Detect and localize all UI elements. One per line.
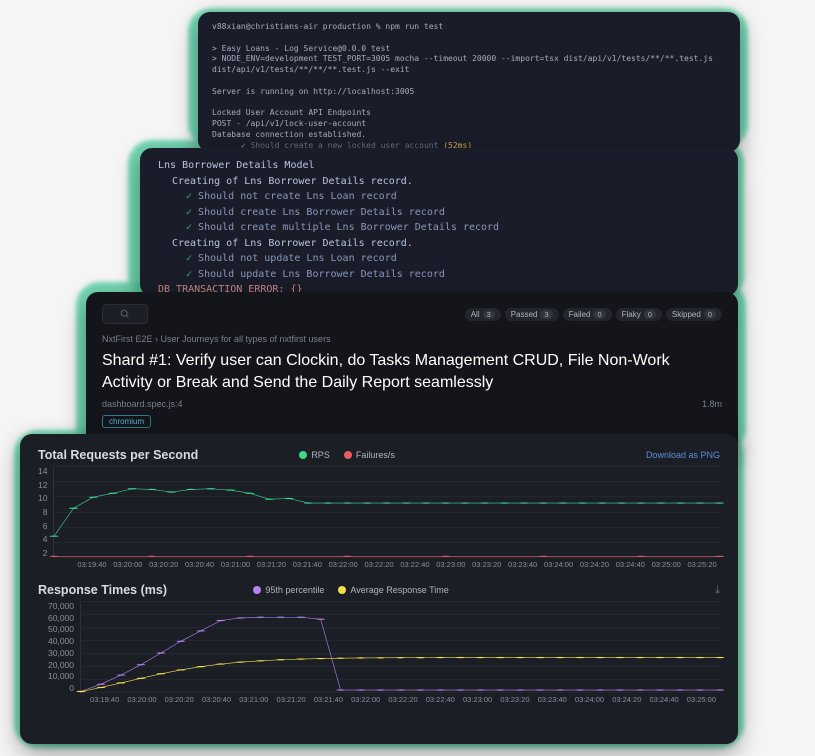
chart-legend: RPS Failures/s (299, 450, 395, 460)
chart-title: Response Times (ms) (38, 583, 167, 597)
x-axis: 03:19:4003:20:0003:20:2003:20:4003:21:00… (38, 560, 720, 569)
test-duration: 1.8m (702, 399, 722, 409)
metrics-dashboard: Total Requests per Second RPSFailures/s … (20, 434, 738, 744)
e2e-test-report: All 3 Passed 3 Failed 0 Flaky 0 Skipped 0 Nx… (86, 292, 738, 454)
filter-pills: All 3 Passed 3 Failed 0 Flaky 0 Skipped 0 (465, 308, 722, 321)
terminal-model-tests: Lns Borrower Details ModelCreating of Ln… (140, 148, 738, 296)
y-axis: 1412108642 (38, 466, 53, 558)
plot-area (53, 466, 720, 558)
terminal-prompt: v88xian@christians-air production % npm … (212, 22, 726, 33)
legend-item: Average Response Time (338, 585, 448, 595)
filter-pill[interactable]: Flaky 0 (616, 308, 662, 321)
test-title: Shard #1: Verify user can Clockin, do Ta… (102, 350, 722, 393)
search-icon[interactable] (102, 304, 148, 324)
filter-pill[interactable]: Passed 3 (505, 308, 559, 321)
legend-item: Failures/s (344, 450, 395, 460)
y-axis: 70,00060,00050,00040,00030,00020,00010,0… (38, 601, 80, 693)
download-icon[interactable]: ⤓ (715, 584, 720, 597)
response-time-chart: Response Times (ms) 95th percentile Avera… (38, 583, 720, 704)
filter-pill[interactable]: Skipped 0 (666, 308, 722, 321)
chart-title: Total Requests per Second (38, 448, 198, 462)
filter-pill[interactable]: Failed 0 (563, 308, 612, 321)
terminal-npm-test: v88xian@christians-air production % npm … (198, 12, 740, 152)
x-axis: 03:19:4003:20:0003:20:2003:20:4003:21:00… (38, 695, 720, 704)
chart-legend: 95th percentile Average Response Time (253, 585, 448, 595)
breadcrumb: NxtFirst E2E › User Journeys for all typ… (102, 334, 722, 344)
legend-item: RPS (299, 450, 330, 460)
rps-chart: Total Requests per Second RPSFailures/s … (38, 448, 720, 569)
filter-pill[interactable]: All 3 (465, 308, 501, 321)
download-png-link[interactable]: Download as PNG (646, 450, 720, 460)
test-file: dashboard.spec.js:4 (102, 399, 183, 409)
plot-area (80, 601, 720, 693)
legend-item: 95th percentile (253, 585, 324, 595)
browser-tag: chromium (102, 415, 151, 428)
